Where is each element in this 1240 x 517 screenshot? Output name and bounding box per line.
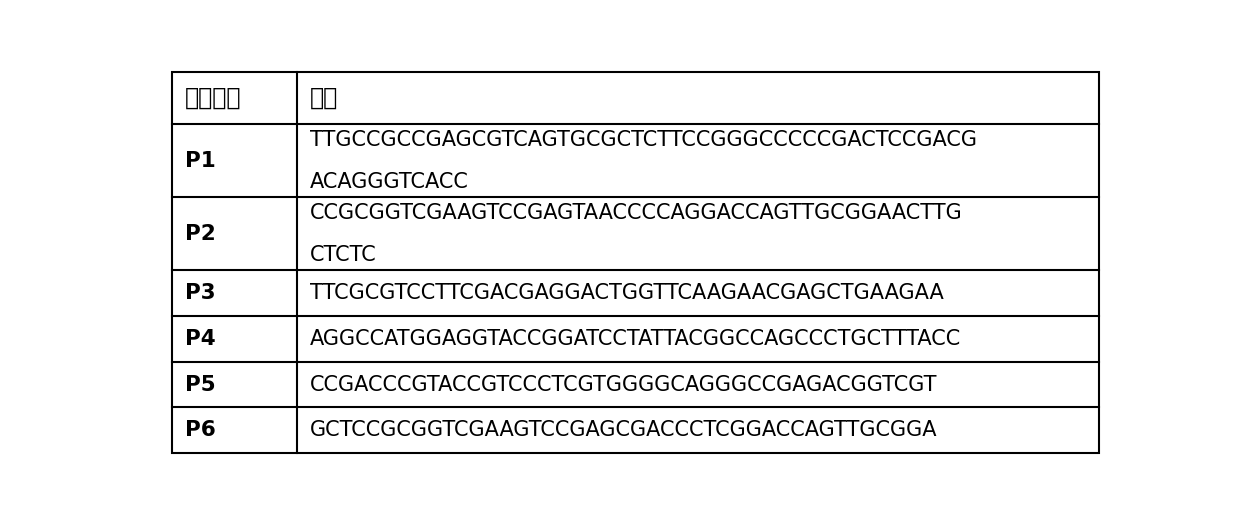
Text: 引物名称: 引物名称: [185, 86, 242, 110]
Text: P1: P1: [185, 151, 216, 171]
Text: TTCGCGTCCTTCGACGAGGACTGGTTCAAGAACGAGCTGAAGAA: TTCGCGTCCTTCGACGAGGACTGGTTCAAGAACGAGCTGA…: [310, 283, 944, 303]
Text: P5: P5: [185, 374, 216, 394]
Text: P3: P3: [185, 283, 216, 303]
Text: TTGCCGCCGAGCGTCAGTGCGCTCTTCCGGGCCCCCGACTCCGACG: TTGCCGCCGAGCGTCAGTGCGCTCTTCCGGGCCCCCGACT…: [310, 130, 977, 150]
Text: P2: P2: [185, 224, 216, 244]
Text: ACAGGGTCACC: ACAGGGTCACC: [310, 172, 469, 192]
Text: GCTCCGCGGTCGAAGTCCGAGCGACCCTCGGACCAGTTGCGGA: GCTCCGCGGTCGAAGTCCGAGCGACCCTCGGACCAGTTGC…: [310, 420, 937, 440]
Text: 序列: 序列: [310, 86, 339, 110]
Text: AGGCCATGGAGGTACCGGATCCTATTACGGCCAGCCCTGCTTTACC: AGGCCATGGAGGTACCGGATCCTATTACGGCCAGCCCTGC…: [310, 329, 961, 349]
Text: CCGCGGTCGAAGTCCGAGTAACCCCAGGACCAGTTGCGGAACTTG: CCGCGGTCGAAGTCCGAGTAACCCCAGGACCAGTTGCGGA…: [310, 203, 962, 223]
Text: P4: P4: [185, 329, 216, 349]
Text: P6: P6: [185, 420, 216, 440]
Text: CCGACCCGTACCGTCCCTCGTGGGGCAGGGCCGAGACGGTCGT: CCGACCCGTACCGTCCCTCGTGGGGCAGGGCCGAGACGGT…: [310, 374, 937, 394]
Text: CTCTC: CTCTC: [310, 245, 377, 265]
